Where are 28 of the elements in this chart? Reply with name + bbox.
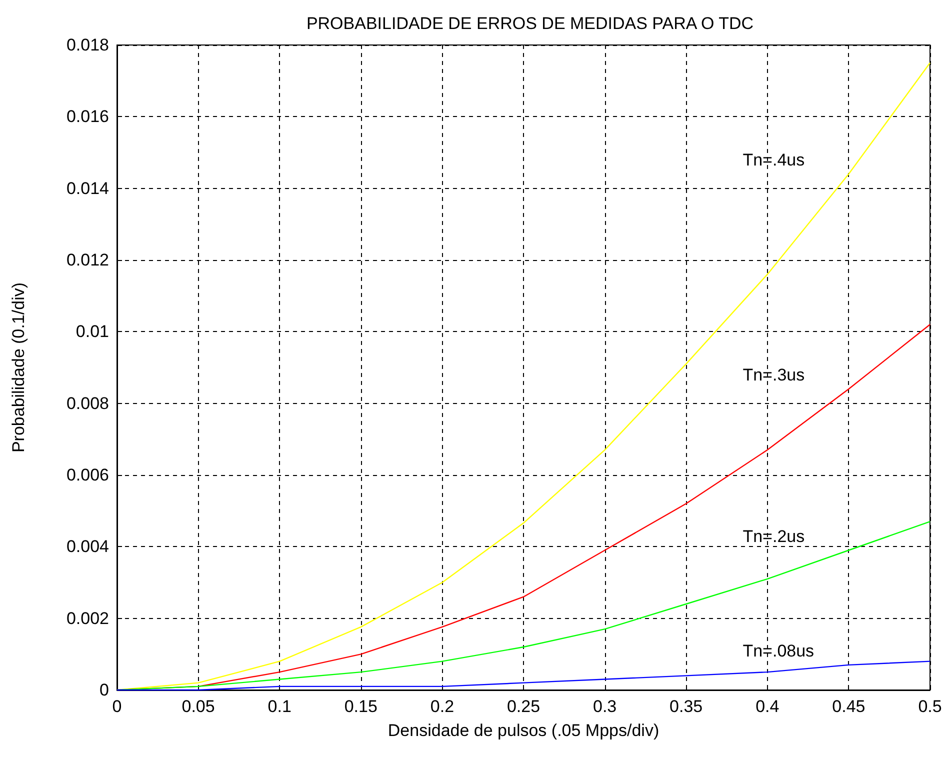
- x-tick-label: 0.25: [506, 697, 540, 716]
- x-tick-label: 0.1: [268, 697, 292, 716]
- x-tick-label: 0.05: [182, 697, 215, 716]
- y-axis-title: Probabilidade (0.1/div): [9, 282, 28, 453]
- series-label: Tn=.2us: [742, 526, 805, 546]
- x-tick-label: 0.2: [430, 697, 454, 716]
- y-tick-label: 0.018: [66, 36, 109, 54]
- chart-title: PROBABILIDADE DE ERROS DE MEDIDAS PARA O TDC: [306, 14, 754, 33]
- y-tick-label: 0.01: [76, 322, 109, 342]
- x-tick-label: 0.35: [670, 697, 703, 716]
- y-tick-label: 0.008: [66, 394, 109, 413]
- x-tick-label: 0: [112, 697, 122, 716]
- y-tick-label: 0.012: [66, 250, 109, 270]
- x-tick-label: 0.45: [832, 697, 866, 716]
- y-tick-label: 0.004: [66, 537, 109, 556]
- y-tick-label: 0.002: [66, 608, 109, 628]
- y-tick-label: 0: [100, 680, 109, 700]
- y-tick-label: 0.006: [66, 466, 109, 484]
- x-tick-label: 0.5: [918, 697, 942, 716]
- x-tick-label: 0.15: [344, 697, 378, 716]
- text: Tn=.4us: [742, 150, 805, 170]
- y-tick-label: 0.014: [66, 178, 109, 198]
- x-tick-label: 0.4: [756, 697, 780, 716]
- series-label: Tn=.08us: [742, 641, 814, 660]
- x-axis-title: Densidade de pulsos (.05 Mpps/div): [388, 721, 660, 740]
- series-label: Tn=.3us: [742, 366, 805, 384]
- x-tick-label: 0.3: [592, 697, 617, 716]
- y-tick-label: 0.016: [66, 107, 109, 126]
